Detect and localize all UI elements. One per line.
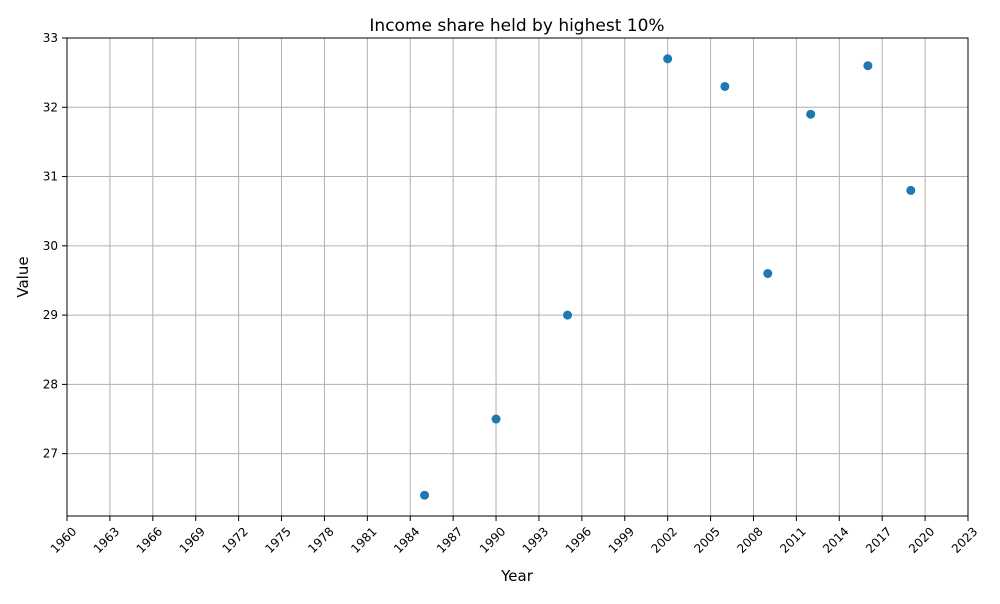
data-point [806, 109, 816, 119]
data-point [720, 81, 730, 91]
y-axis-label: Value [14, 256, 32, 297]
y-tick-label: 29 [43, 308, 58, 322]
data-points [420, 54, 916, 500]
chart-title: Income share held by highest 10% [369, 16, 664, 36]
data-point [763, 269, 773, 279]
x-axis-label: Year [500, 567, 534, 585]
y-tick-label: 33 [43, 31, 58, 45]
y-tick-label: 32 [43, 100, 58, 114]
y-tick-label: 31 [43, 170, 58, 184]
data-point [663, 54, 673, 64]
data-point [906, 185, 916, 195]
data-point [491, 414, 501, 424]
y-tick-label: 27 [43, 447, 58, 461]
data-point [563, 310, 573, 320]
y-tick-label: 28 [43, 377, 58, 391]
y-axis-ticks: 27 28 29 30 31 32 33 [43, 31, 67, 461]
y-tick-label: 30 [43, 239, 58, 253]
data-point [863, 61, 873, 71]
plot-frame [66, 37, 969, 517]
data-point [420, 490, 430, 500]
